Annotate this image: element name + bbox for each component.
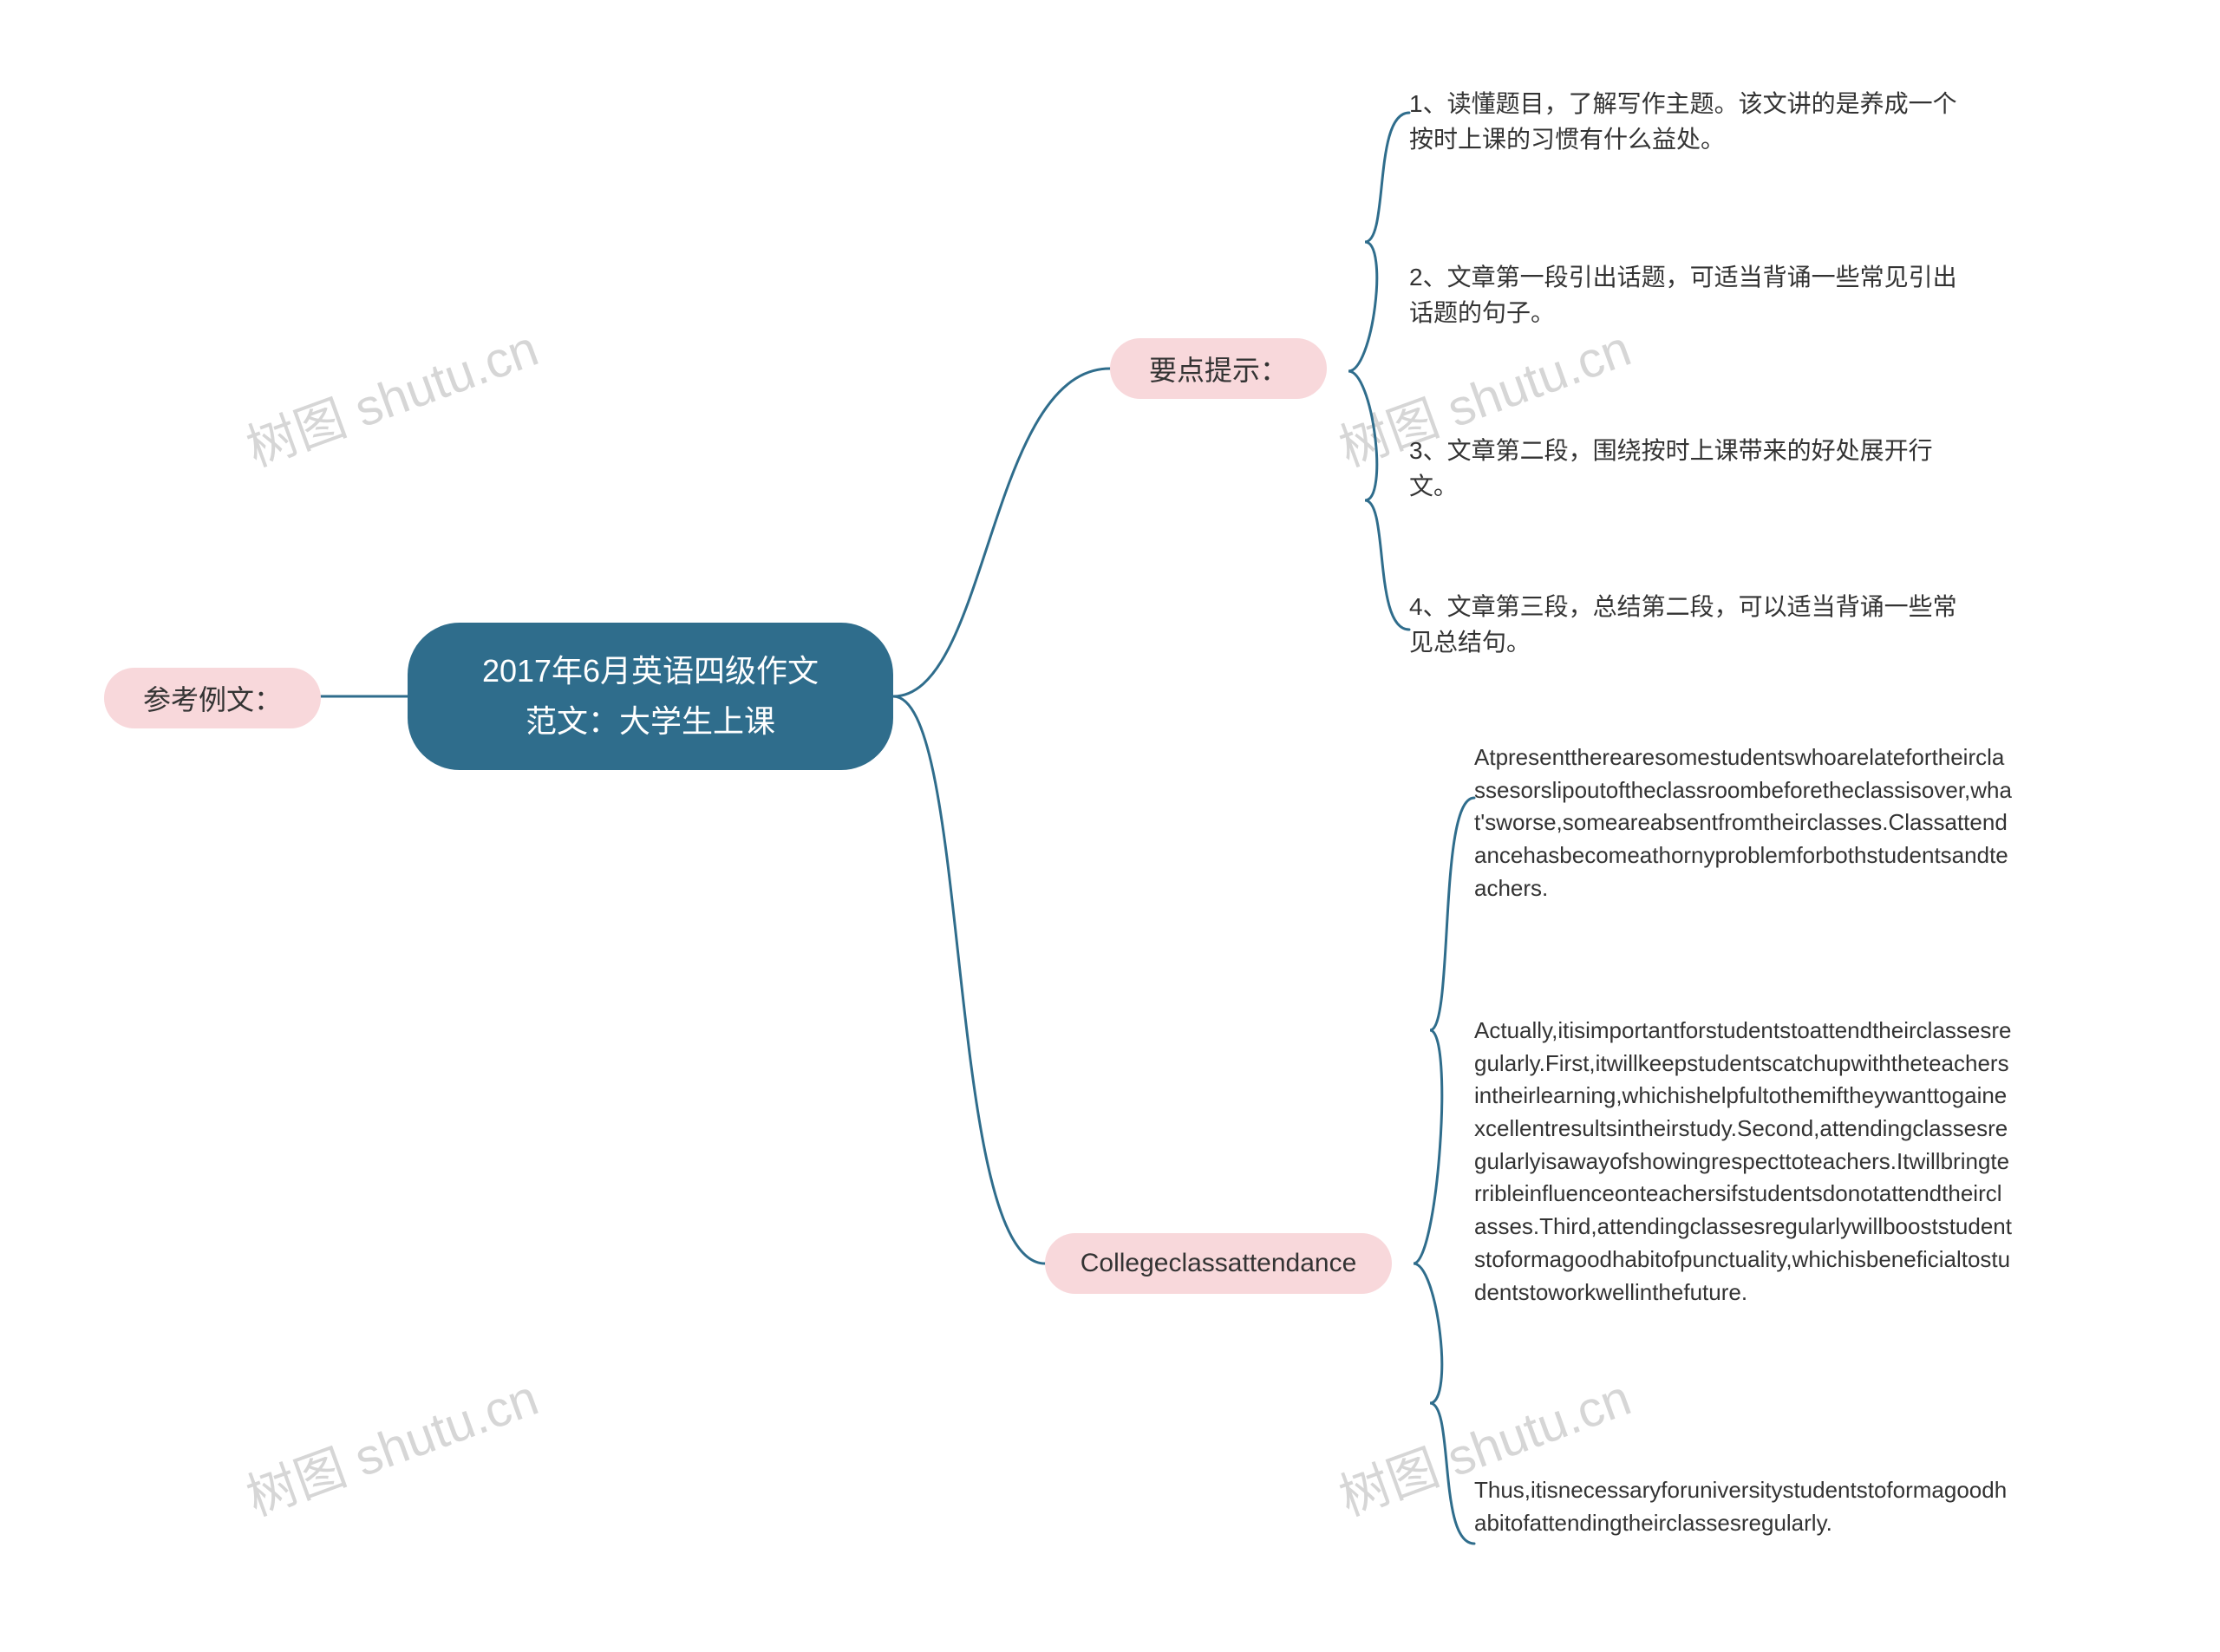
attendance-leaf-2: Actually,itisimportantforstudentstoatten… [1474,1015,2012,1309]
mindmap-center-node: 2017年6月英语四级作文 范文：大学生上课 [408,623,893,770]
tips-leaf-4: 4、文章第三段，总结第二段，可以适当背诵一些常见总结句。 [1409,590,1964,660]
node-attendance-label: Collegeclassattendance [1081,1249,1357,1278]
attendance-leaf-3: Thus,itisnecessaryforuniversitystudentst… [1474,1474,2012,1539]
node-attendance: Collegeclassattendance [1045,1233,1392,1294]
node-reference-label: 参考例文： [143,678,282,718]
center-title-line1: 2017年6月英语四级作文 [482,646,819,696]
node-tips: 要点提示： [1110,338,1327,399]
tips-leaf-2: 2、文章第一段引出话题，可适当背诵一些常见引出话题的句子。 [1409,260,1964,330]
center-title-line2: 范文：大学生上课 [482,696,819,747]
node-reference: 参考例文： [104,668,321,728]
tips-leaf-3: 3、文章第二段，围绕按时上课带来的好处展开行文。 [1409,434,1964,504]
tips-leaf-1: 1、读懂题目，了解写作主题。该文讲的是养成一个按时上课的习惯有什么益处。 [1409,87,1964,157]
node-tips-label: 要点提示： [1149,349,1288,389]
watermark: 树图 shutu.cn [235,1357,546,1530]
watermark: 树图 shutu.cn [235,308,546,480]
attendance-leaf-1: Atpresenttherearesomestudentswhoarelatef… [1474,741,2012,904]
